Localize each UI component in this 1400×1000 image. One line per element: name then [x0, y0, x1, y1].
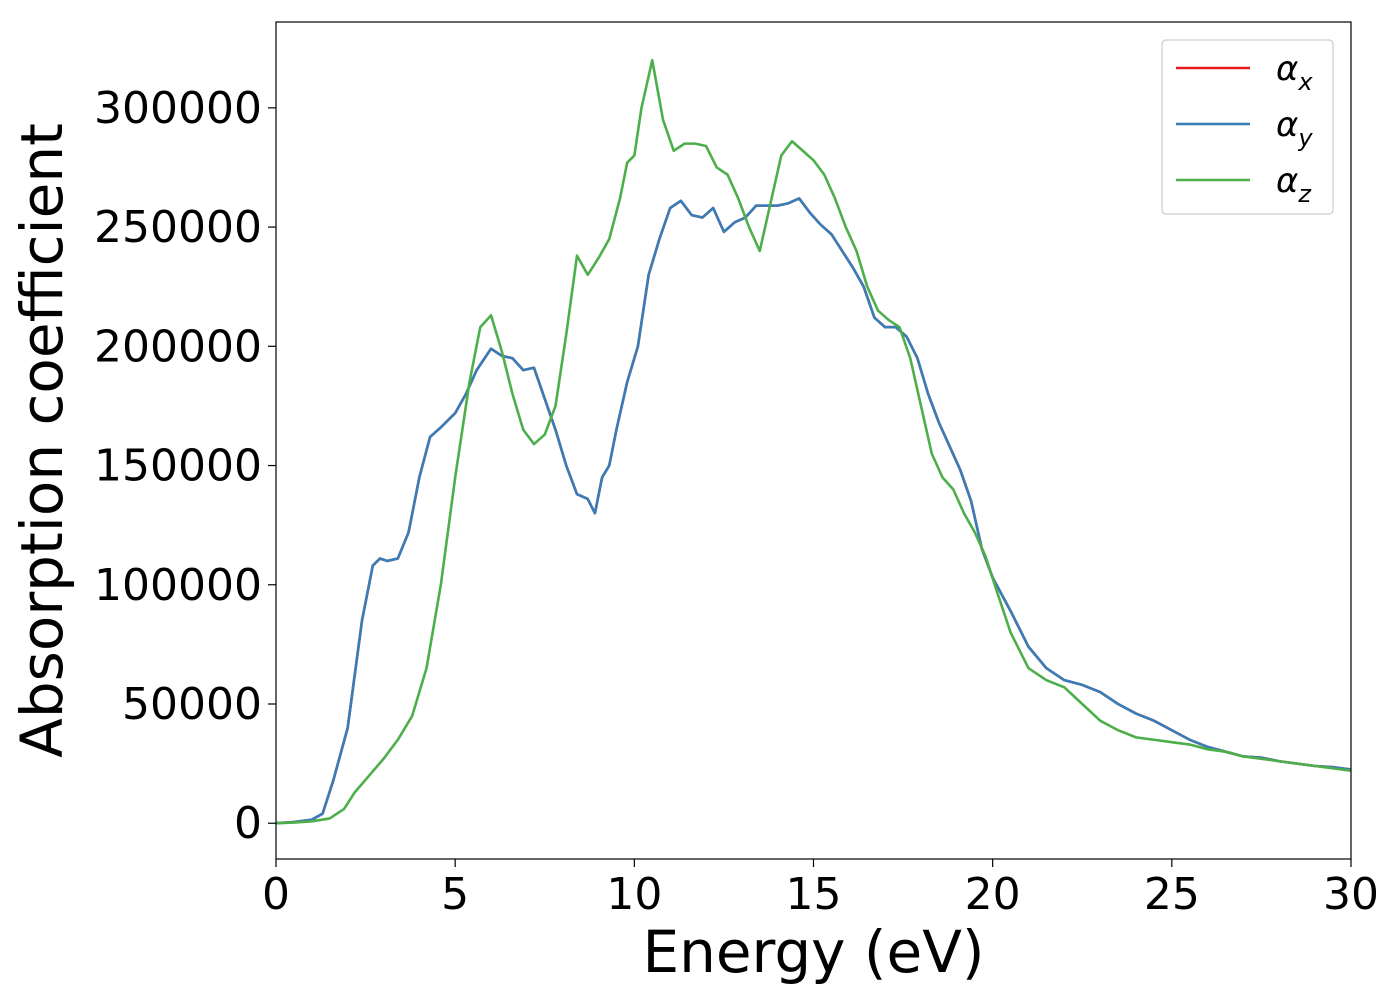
legend-label-symbol: α: [1276, 161, 1298, 201]
legend-box: [1161, 39, 1334, 215]
y-axis-label: Absorption coefficient: [8, 123, 76, 758]
legend-label-alpha-x: αx: [1276, 49, 1313, 96]
y-tick-label: 50000: [122, 679, 262, 730]
x-tick-label: 15: [786, 869, 842, 920]
x-tick-label: 25: [1144, 869, 1200, 920]
y-tick-label: 200000: [94, 321, 262, 372]
y-axis: 0 50000 100000 150000 200000 250000 300000: [94, 83, 276, 849]
x-axis: 0 5 10 15 20 25 30: [262, 859, 1379, 920]
legend-label-symbol: α: [1276, 105, 1298, 145]
series-line-alpha-y: [275, 197, 1352, 825]
y-tick-label: 300000: [94, 83, 262, 134]
series-line-alpha-z: [275, 58, 1352, 825]
y-tick-label: 0: [234, 798, 262, 849]
legend-label-symbol: α: [1276, 49, 1298, 89]
legend-label-alpha-y: αy: [1276, 105, 1313, 152]
x-axis-label: Energy (eV): [642, 918, 984, 986]
legend-label-subscript: x: [1297, 68, 1313, 96]
series-line-alpha-x: [275, 197, 1352, 825]
y-tick-label: 250000: [94, 202, 262, 253]
legend-label-alpha-z: αz: [1276, 161, 1312, 208]
x-tick-label: 20: [965, 869, 1021, 920]
legend-label-subscript: y: [1297, 124, 1313, 152]
x-tick-label: 30: [1323, 869, 1379, 920]
y-tick-label: 150000: [94, 441, 262, 492]
legend-label-subscript: z: [1297, 180, 1312, 208]
series-lines: [275, 58, 1352, 825]
x-tick-label: 0: [262, 869, 290, 920]
y-tick-label: 100000: [94, 560, 262, 611]
x-tick-label: 5: [441, 869, 469, 920]
x-tick-label: 10: [606, 869, 662, 920]
